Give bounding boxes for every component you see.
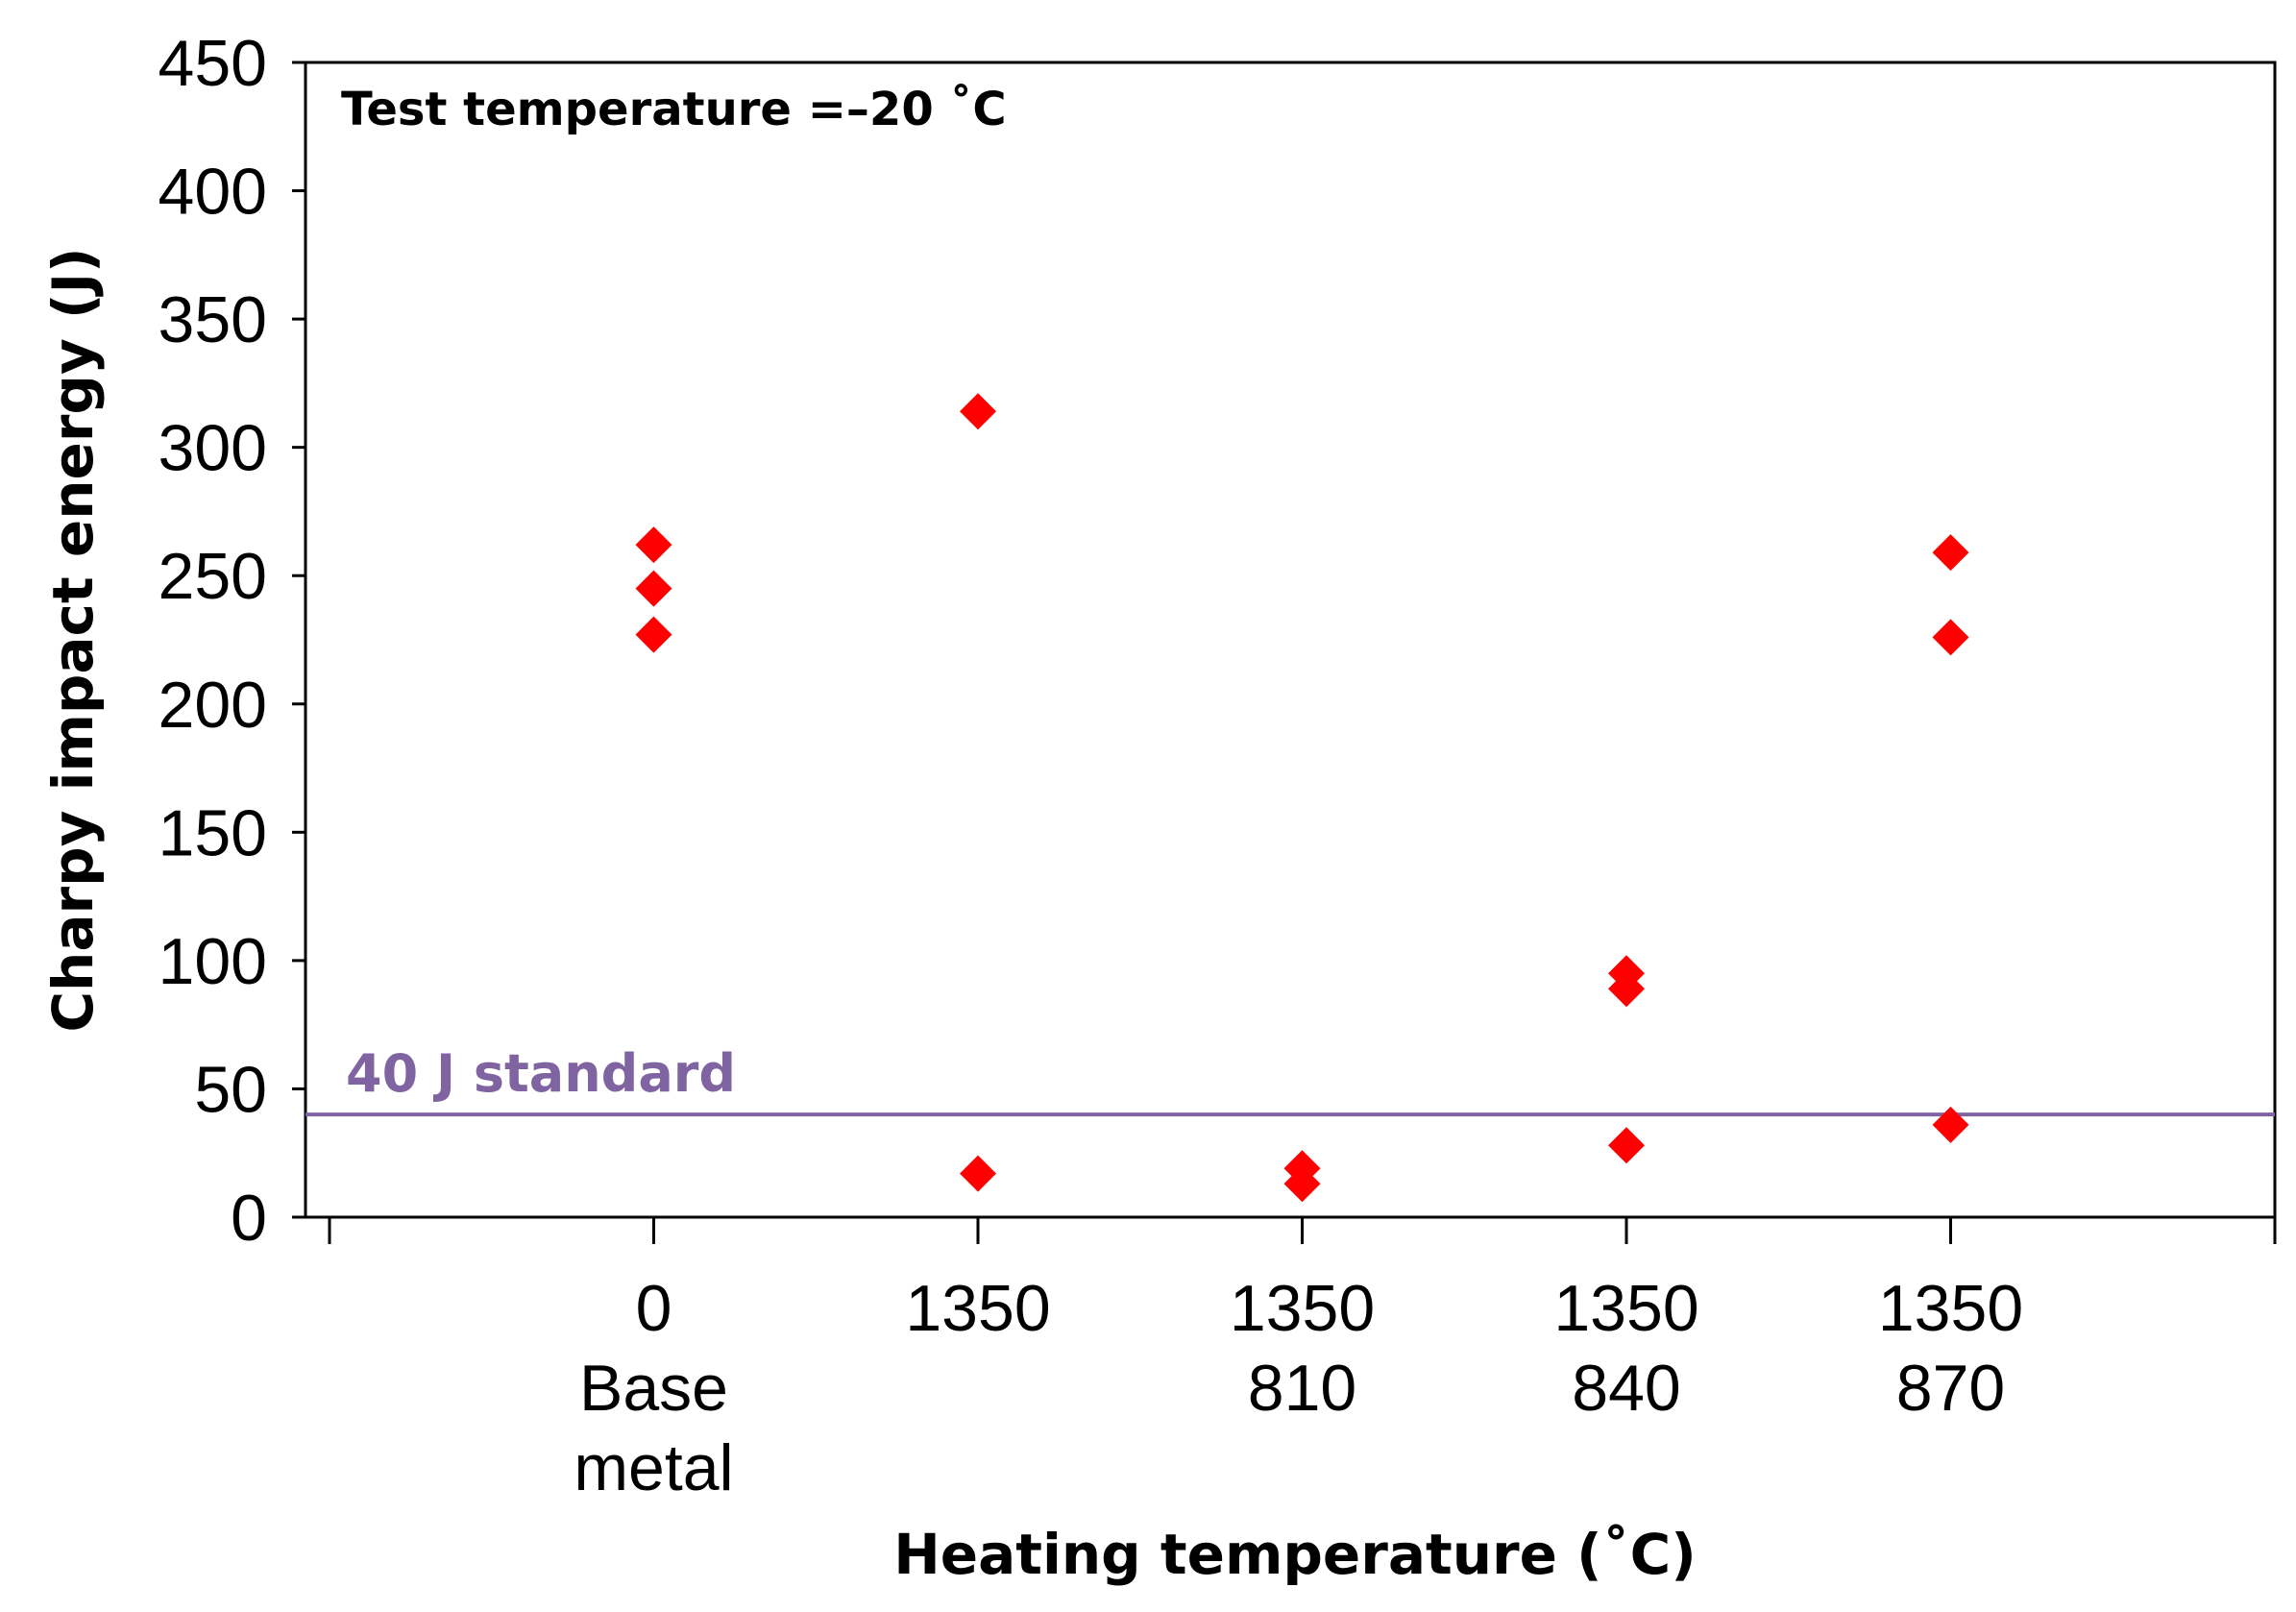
- y-axis-ticks: 0 50 100 150 200 250 300 350 400 450: [159, 27, 305, 1255]
- y-tick-label: 100: [159, 925, 267, 998]
- data-point-diamond: [1932, 534, 1969, 572]
- x-category-label: metal: [574, 1431, 733, 1504]
- reference-line-label: 40 J standard: [346, 1043, 736, 1104]
- x-category-label: 1350: [905, 1272, 1050, 1345]
- y-tick-label: 300: [159, 412, 267, 485]
- y-tick-label: 0: [231, 1182, 267, 1255]
- x-category-label: 1350: [1878, 1272, 2023, 1345]
- x-category-label: Base: [579, 1352, 728, 1425]
- y-tick-label: 350: [159, 283, 267, 356]
- data-point-diamond: [635, 526, 672, 564]
- x-category-label: 810: [1248, 1352, 1356, 1425]
- data-point-diamond: [1932, 619, 1969, 656]
- data-point-diamond: [960, 393, 996, 430]
- x-axis-title: Heating temperature (˚C): [893, 1522, 1696, 1587]
- x-category-label: 1350: [1230, 1272, 1375, 1345]
- data-point-diamond: [635, 570, 672, 607]
- y-tick-label: 150: [159, 796, 267, 869]
- y-axis-title: Charpy impact energy (J): [40, 247, 106, 1032]
- data-point-diamond: [1283, 1165, 1321, 1203]
- reference-line-group: 40 J standard: [305, 1043, 2275, 1117]
- y-tick-label: 50: [194, 1053, 267, 1126]
- y-tick-label: 400: [159, 156, 267, 229]
- data-point-diamond: [1932, 1106, 1969, 1143]
- test-temperature-annotation: Test temperature =–20 ˚C: [341, 83, 1007, 136]
- data-points: [635, 393, 1969, 1203]
- x-category-label: 840: [1572, 1352, 1680, 1425]
- data-point-diamond: [1608, 970, 1645, 1008]
- x-category-label: 870: [1896, 1352, 2005, 1425]
- y-tick-label: 250: [159, 540, 267, 613]
- data-point-diamond: [635, 616, 672, 653]
- x-category-label: 0: [636, 1272, 672, 1345]
- y-tick-label: 450: [159, 27, 267, 100]
- y-tick-label: 200: [159, 669, 267, 742]
- data-point-diamond: [1608, 1127, 1645, 1164]
- data-point-diamond: [960, 1155, 996, 1192]
- x-category-label: 1350: [1553, 1272, 1698, 1345]
